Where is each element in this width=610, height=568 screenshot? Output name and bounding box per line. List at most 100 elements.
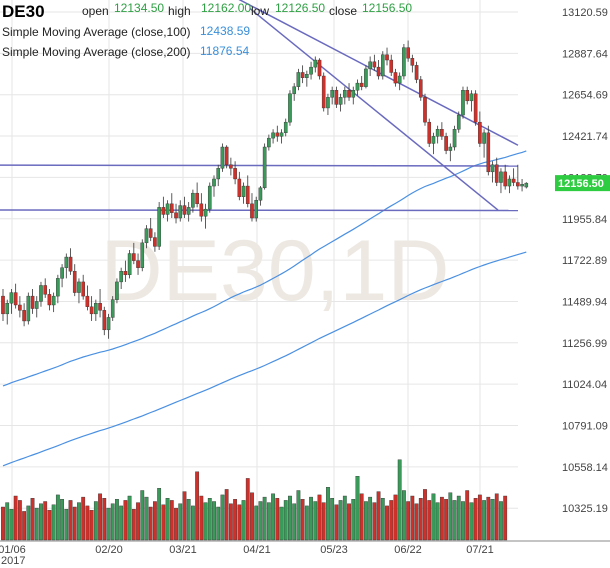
candle-body [178, 205, 183, 219]
candle [102, 306, 107, 336]
candle-body [456, 114, 461, 130]
candle-body [516, 182, 520, 187]
y-tick-label: 10558.14 [562, 462, 608, 474]
volume-bar [275, 498, 280, 541]
candle [64, 253, 69, 279]
candle [507, 175, 512, 194]
candle [499, 168, 503, 194]
x-tick-label: 03/21 [169, 544, 197, 556]
volume-bar [461, 501, 465, 541]
candle-body [448, 146, 453, 151]
candle [326, 93, 330, 116]
candle-body [89, 306, 94, 315]
candle [427, 118, 432, 148]
candle-body [524, 182, 529, 188]
x-tick-label: 04/21 [243, 544, 271, 556]
volume-bar [241, 500, 246, 541]
volume-bar [359, 493, 364, 541]
candle-body [271, 132, 275, 139]
volume-bar [55, 494, 60, 541]
candle-body [144, 228, 149, 244]
volume-bar [414, 503, 419, 541]
low-label: low [251, 4, 270, 18]
candle [343, 86, 347, 105]
volume-bar [85, 505, 90, 541]
volume-bars [1, 459, 508, 541]
candle-body [503, 171, 507, 187]
volume-bar [330, 498, 335, 541]
candle [381, 51, 385, 80]
volume-bar [385, 505, 389, 541]
candle [402, 44, 406, 80]
volume-bar [174, 507, 178, 541]
candle [60, 264, 64, 288]
symbol-title: DE30 [2, 2, 45, 21]
volume-bar [216, 506, 221, 541]
volume-bar [169, 500, 174, 541]
candle [119, 267, 123, 290]
candle-body [127, 253, 132, 276]
candle [157, 202, 161, 250]
candle [165, 200, 170, 222]
volume-bar [131, 509, 136, 541]
y-tick-label: 11955.84 [562, 214, 607, 226]
candle [351, 86, 356, 105]
candle-body [292, 86, 296, 94]
high-label: high [168, 4, 191, 18]
volume-bar [368, 496, 373, 541]
candle-body [64, 256, 69, 268]
volume-bar [486, 496, 491, 541]
y-tick-label: 11024.04 [562, 379, 607, 391]
volume-bar [64, 509, 69, 541]
volume-bar [317, 494, 322, 541]
volume-bar [22, 511, 26, 541]
candle-body [435, 129, 440, 137]
candle-body [254, 200, 259, 219]
candle [296, 68, 301, 91]
candle-body [68, 256, 73, 272]
candle [334, 86, 339, 108]
candle [22, 303, 26, 327]
volume-bar [165, 498, 170, 541]
candle [494, 157, 499, 187]
candle [9, 289, 14, 314]
candle [26, 292, 31, 325]
candle-body [267, 137, 271, 148]
watermark: DE30,1D [101, 223, 450, 319]
candle [245, 175, 250, 208]
candle-body [313, 59, 318, 68]
candle [207, 182, 212, 213]
candle [271, 129, 275, 144]
candle [5, 299, 10, 325]
candle-body [452, 129, 457, 148]
volume-bar [494, 493, 499, 541]
candle-body [427, 121, 432, 144]
volume-bar [224, 489, 229, 541]
candle [13, 283, 18, 309]
candle [34, 296, 39, 318]
candle [469, 90, 474, 112]
volume-bar [72, 506, 77, 541]
candle [414, 61, 419, 84]
trend-line [238, 0, 519, 146]
candle-body [372, 61, 377, 68]
candle [431, 132, 436, 155]
volume-bar [220, 494, 225, 541]
volume-bar [380, 498, 385, 541]
volume-bar [106, 507, 111, 541]
candle-body [81, 281, 85, 297]
y-tick-label: 12421.74 [562, 131, 608, 143]
volume-bar [482, 500, 486, 541]
volume-bar [5, 502, 10, 541]
price-tag-box [555, 175, 610, 192]
sma200-line [2, 251, 527, 467]
candle [254, 196, 259, 222]
candle-body [212, 178, 216, 187]
candle-body [85, 295, 90, 307]
candle-body [106, 317, 111, 331]
candle [279, 129, 284, 144]
volume-bar [279, 506, 284, 541]
candle [43, 278, 47, 298]
volume-bar [1, 506, 5, 541]
